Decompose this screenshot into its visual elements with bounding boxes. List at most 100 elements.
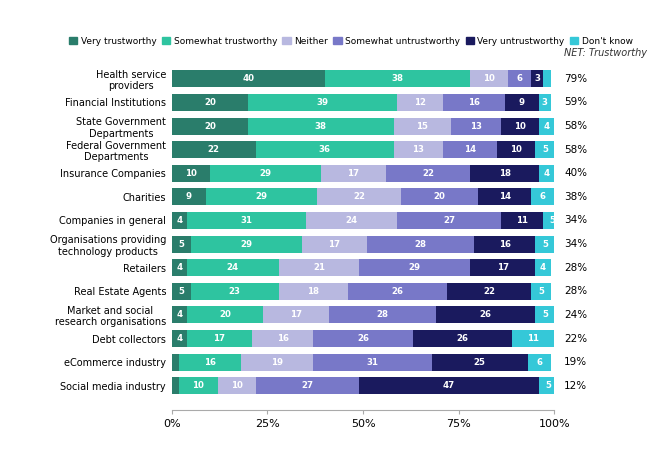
Bar (210, 165, 321, 182)
Bar (444, 94, 505, 111)
Text: 22: 22 (208, 145, 220, 154)
Text: 40%: 40% (564, 168, 587, 178)
Bar (218, 377, 256, 394)
Text: 36: 36 (319, 145, 331, 154)
Bar (172, 70, 325, 87)
Bar (512, 330, 554, 347)
Bar (386, 165, 470, 182)
Text: 25: 25 (474, 358, 486, 367)
Text: 26: 26 (391, 287, 403, 296)
Bar (172, 259, 187, 276)
Bar (470, 70, 508, 87)
Text: 38: 38 (391, 74, 403, 83)
Bar (172, 165, 210, 182)
Text: 4: 4 (540, 263, 546, 272)
Bar (535, 259, 550, 276)
Bar (191, 283, 279, 300)
Bar (172, 330, 187, 347)
Bar (191, 235, 302, 253)
Bar (256, 141, 393, 158)
Text: 11: 11 (516, 216, 528, 225)
Text: 20: 20 (204, 98, 216, 107)
Bar (539, 165, 554, 182)
Text: 4: 4 (544, 169, 550, 178)
Text: 24: 24 (227, 263, 239, 272)
Text: 9: 9 (519, 98, 525, 107)
Text: 14: 14 (498, 193, 511, 201)
Text: 11: 11 (527, 334, 539, 343)
Text: 28: 28 (414, 239, 426, 249)
Bar (348, 283, 447, 300)
Text: 26: 26 (457, 334, 469, 343)
Text: 10: 10 (514, 121, 526, 130)
Text: 5: 5 (178, 287, 184, 296)
Bar (412, 330, 512, 347)
Bar (180, 354, 240, 371)
Text: 22: 22 (483, 287, 495, 296)
Bar (240, 354, 314, 371)
Bar (172, 94, 248, 111)
Text: 58%: 58% (564, 121, 587, 131)
Bar (543, 70, 550, 87)
Bar (432, 354, 527, 371)
Text: 20: 20 (204, 121, 216, 130)
Text: 12: 12 (414, 98, 426, 107)
Bar (535, 306, 554, 323)
Text: 5: 5 (542, 310, 548, 319)
Text: 17: 17 (290, 310, 302, 319)
Bar (172, 354, 180, 371)
Bar (397, 212, 501, 229)
Bar (187, 306, 263, 323)
Text: 14: 14 (464, 145, 477, 154)
Bar (306, 212, 397, 229)
Bar (451, 118, 501, 134)
Bar (248, 94, 397, 111)
Bar (314, 354, 432, 371)
Bar (436, 306, 535, 323)
Bar (248, 118, 393, 134)
Bar (367, 235, 474, 253)
Bar (279, 283, 348, 300)
Bar (501, 118, 539, 134)
Text: 9: 9 (186, 193, 192, 201)
Text: 24%: 24% (564, 310, 587, 320)
Text: 17: 17 (347, 169, 360, 178)
Text: 19%: 19% (564, 357, 587, 367)
Text: 19: 19 (271, 358, 283, 367)
Text: 34%: 34% (564, 216, 587, 226)
Text: 39: 39 (317, 98, 329, 107)
Text: 5: 5 (550, 216, 556, 225)
Bar (172, 212, 187, 229)
Text: 38: 38 (315, 121, 327, 130)
Bar (321, 165, 386, 182)
Bar (256, 377, 359, 394)
Text: NET: Trustworthy: NET: Trustworthy (564, 48, 647, 58)
Text: 29: 29 (240, 239, 252, 249)
Bar (531, 283, 550, 300)
Text: 3: 3 (534, 74, 540, 83)
Bar (508, 70, 531, 87)
Bar (535, 235, 554, 253)
Text: 23: 23 (229, 287, 241, 296)
Text: 38%: 38% (564, 192, 587, 202)
Text: 16: 16 (277, 334, 288, 343)
Legend: Very trustworthy, Somewhat trustworthy, Neither, Somewhat untrustworthy, Very un: Very trustworthy, Somewhat trustworthy, … (69, 37, 633, 46)
Bar (505, 94, 539, 111)
Text: 16: 16 (499, 239, 511, 249)
Bar (302, 235, 367, 253)
Text: 28%: 28% (564, 262, 587, 273)
Text: 20: 20 (219, 310, 231, 319)
Bar (359, 259, 470, 276)
Bar (187, 330, 252, 347)
Text: 47: 47 (443, 381, 455, 390)
Text: 22%: 22% (564, 333, 587, 344)
Text: 5: 5 (542, 145, 548, 154)
Bar (478, 189, 531, 205)
Text: 27: 27 (302, 381, 314, 390)
Text: 28: 28 (376, 310, 388, 319)
Bar (172, 235, 191, 253)
Text: 31: 31 (240, 216, 252, 225)
Bar (172, 118, 248, 134)
Bar (531, 189, 554, 205)
Text: 22: 22 (422, 169, 434, 178)
